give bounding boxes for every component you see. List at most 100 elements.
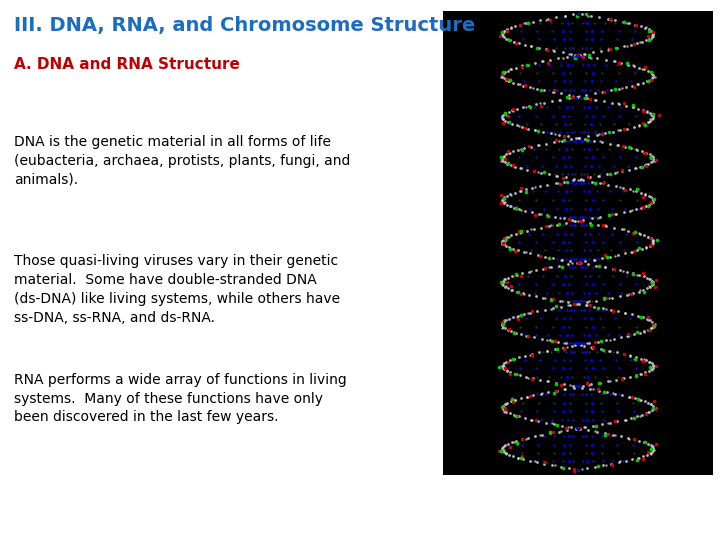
Point <box>618 246 630 255</box>
Point <box>493 362 505 371</box>
Point <box>636 354 647 363</box>
Point <box>644 234 656 242</box>
Point <box>559 120 570 129</box>
Point <box>646 365 657 374</box>
Point <box>564 297 576 306</box>
Point <box>508 147 519 156</box>
Point <box>522 60 534 69</box>
Point <box>536 389 548 397</box>
Point <box>524 83 536 92</box>
Point <box>532 373 544 381</box>
Point <box>649 321 660 330</box>
Point <box>647 404 659 413</box>
Point <box>632 312 644 320</box>
Point <box>540 222 552 231</box>
Point <box>582 330 594 339</box>
Point <box>564 449 575 457</box>
Point <box>614 266 626 274</box>
Point <box>575 217 587 226</box>
Point <box>514 364 526 373</box>
Point <box>559 11 570 20</box>
Point <box>554 178 565 187</box>
Point <box>504 356 516 364</box>
Point <box>598 294 609 303</box>
Point <box>541 103 553 112</box>
Point <box>555 60 567 69</box>
Point <box>629 435 640 443</box>
Point <box>631 111 642 120</box>
Point <box>639 161 650 170</box>
Point <box>577 176 589 185</box>
Point <box>574 178 585 187</box>
Point <box>640 356 652 364</box>
Point <box>611 141 623 150</box>
Point <box>591 427 603 436</box>
Point <box>643 118 654 127</box>
Point <box>625 289 636 298</box>
Point <box>511 312 523 321</box>
Point <box>545 305 557 313</box>
Point <box>636 410 648 419</box>
Point <box>572 465 583 474</box>
Point <box>580 322 592 331</box>
Point <box>498 240 510 248</box>
Point <box>575 94 587 103</box>
Point <box>635 396 647 405</box>
Point <box>540 187 552 195</box>
Point <box>575 259 587 268</box>
Point <box>642 408 654 416</box>
Point <box>518 19 530 28</box>
Point <box>620 308 631 317</box>
Point <box>554 289 565 298</box>
Point <box>559 230 571 238</box>
Point <box>507 452 518 461</box>
Point <box>632 80 644 89</box>
Point <box>566 103 577 112</box>
Point <box>618 99 630 107</box>
Point <box>642 201 654 210</box>
Point <box>597 457 608 465</box>
Point <box>586 297 598 306</box>
Point <box>513 153 525 162</box>
Point <box>611 43 623 52</box>
Point <box>565 94 577 103</box>
Point <box>537 265 549 273</box>
Point <box>544 222 555 231</box>
Point <box>577 213 588 221</box>
Point <box>595 390 606 399</box>
Point <box>500 275 511 284</box>
Point <box>629 394 641 402</box>
Point <box>523 142 535 151</box>
Point <box>570 137 582 145</box>
Point <box>558 384 570 393</box>
Point <box>586 178 598 187</box>
Point <box>582 297 594 306</box>
Point <box>647 111 658 119</box>
Point <box>624 206 636 215</box>
Point <box>588 342 599 351</box>
Point <box>566 289 577 298</box>
Point <box>506 120 518 129</box>
Point <box>507 355 518 363</box>
Point <box>538 98 549 107</box>
Point <box>560 246 572 255</box>
Point <box>525 267 536 275</box>
Point <box>594 130 606 138</box>
Point <box>553 221 564 230</box>
Point <box>554 128 566 137</box>
Point <box>560 187 572 195</box>
Point <box>638 120 649 129</box>
Point <box>639 368 651 376</box>
Point <box>626 77 637 86</box>
Point <box>503 107 514 116</box>
Point <box>533 60 544 69</box>
Point <box>540 418 552 427</box>
Point <box>618 17 630 26</box>
Point <box>597 196 608 205</box>
Point <box>543 263 554 272</box>
Point <box>585 53 596 62</box>
Point <box>575 221 586 230</box>
Point <box>515 164 526 172</box>
Point <box>587 364 598 373</box>
Point <box>584 219 595 227</box>
